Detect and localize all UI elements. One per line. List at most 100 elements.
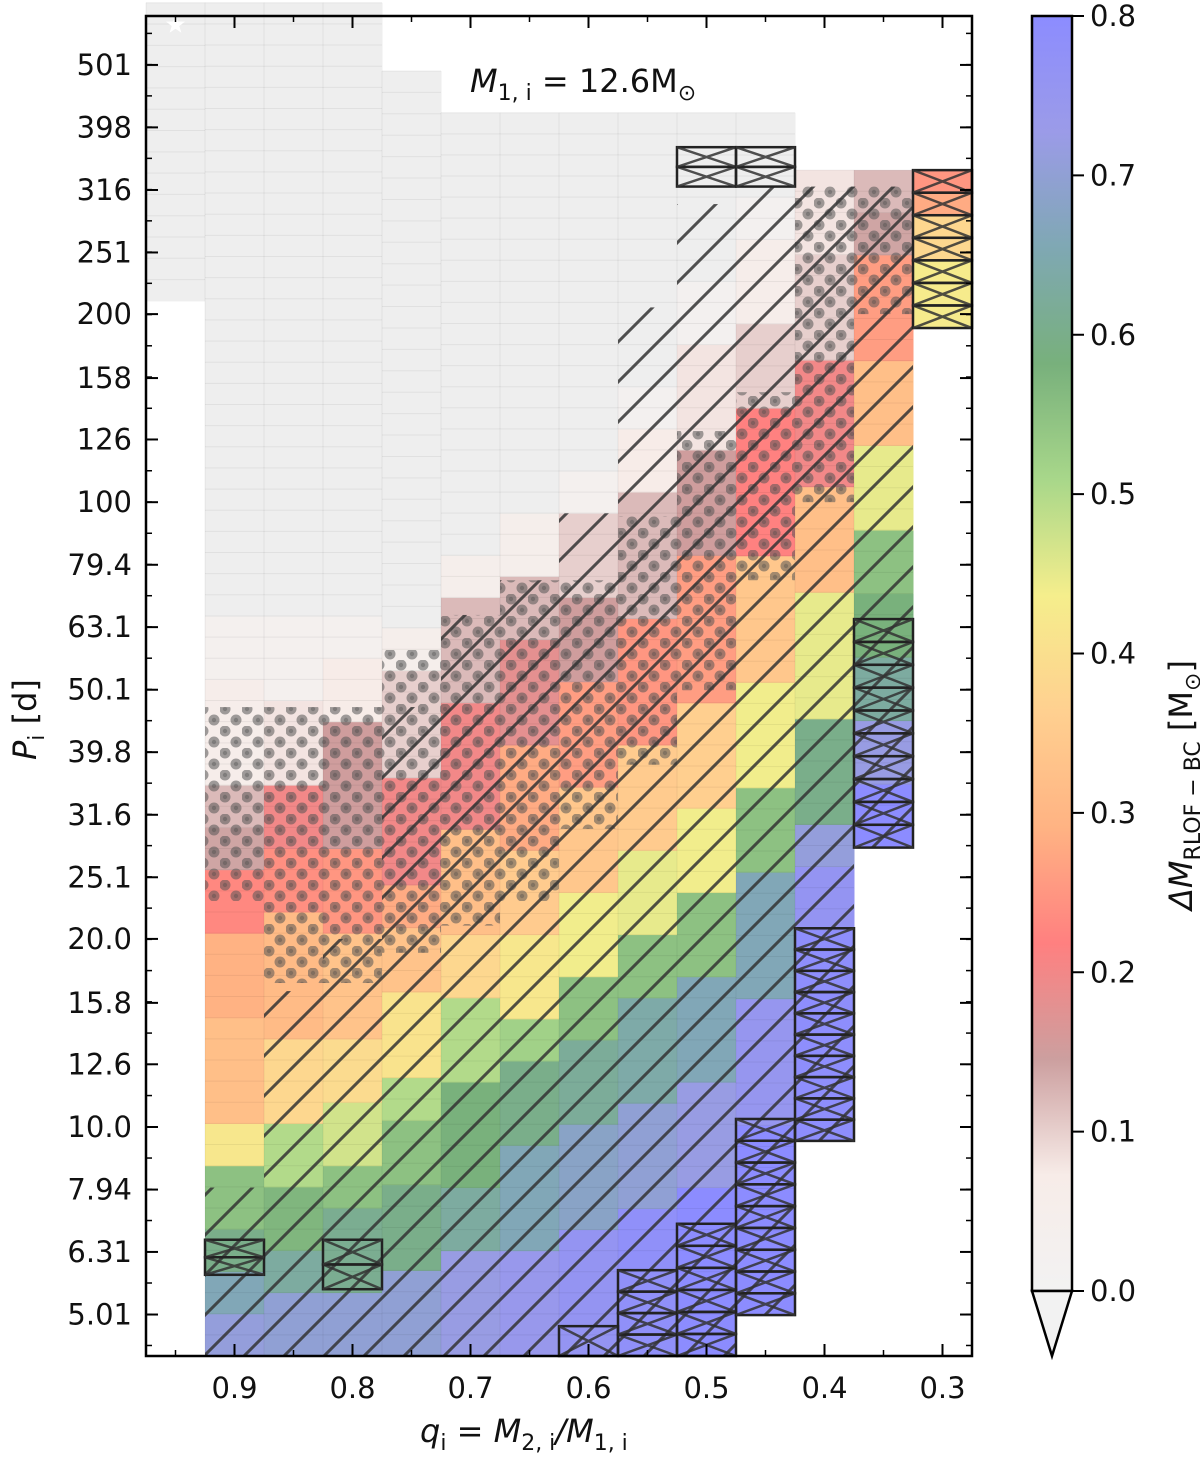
heatmap-cell	[264, 615, 324, 638]
heatmap-cell	[264, 87, 324, 109]
dotted-region	[205, 707, 264, 901]
heatmap-cell	[205, 45, 265, 67]
heatmap-cell	[854, 170, 914, 192]
crossed-cell-x	[853, 640, 914, 666]
heatmap-cell	[205, 383, 265, 406]
heatmap-cell	[146, 151, 206, 174]
heatmap-cell	[500, 197, 560, 219]
hatched-region	[323, 938, 382, 1356]
crossed-cell-x	[735, 1204, 796, 1230]
y-tick-label: 6.31	[67, 1235, 132, 1269]
crossed-cell-x	[912, 191, 973, 217]
heatmap-cell	[441, 492, 501, 514]
heatmap-cell	[382, 477, 442, 500]
heatmap-cell	[323, 637, 383, 659]
hatched-region	[264, 991, 323, 1356]
heatmap-cell	[264, 425, 324, 448]
heatmap-cell	[441, 260, 501, 282]
heatmap-cell	[500, 112, 560, 135]
heatmap-cell	[382, 627, 442, 650]
heatmap-cell	[264, 383, 324, 406]
x-tick-label: 0.4	[801, 1371, 847, 1405]
heatmap-cell	[559, 239, 619, 261]
heatmap-cell	[382, 392, 442, 415]
heatmap-cell	[205, 1102, 265, 1124]
heatmap-cell	[264, 531, 324, 554]
heatmap-cell	[382, 563, 442, 586]
heatmap-cell	[559, 344, 619, 367]
heatmap-cell	[146, 236, 206, 259]
heatmap-cell	[441, 218, 501, 240]
heatmap-cell	[146, 109, 206, 132]
colorbar-extend-triangle	[1030, 1289, 1074, 1361]
heatmap-cell	[205, 1123, 265, 1146]
colorbar-tick-label: 0.5	[1090, 477, 1136, 511]
y-axis-label: Pi [d]	[6, 679, 50, 760]
heatmap-cell	[146, 2, 206, 25]
heatmap-cell	[323, 150, 383, 173]
colorbar	[1030, 14, 1074, 1293]
heatmap-cell	[146, 45, 206, 68]
heatmap-cell	[618, 197, 678, 219]
heatmap-cell	[205, 911, 265, 934]
colorbar-tick-label: 0.7	[1090, 158, 1136, 192]
y-tick-label: 31.6	[67, 798, 132, 832]
y-tick-label: 200	[77, 297, 132, 331]
heatmap-cell	[146, 194, 206, 217]
colorbar-tick-label: 0.6	[1090, 318, 1136, 352]
heatmap-cell	[500, 281, 560, 303]
heatmap-cell	[264, 489, 324, 511]
heatmap-cell	[323, 214, 383, 236]
heatmap-cell	[500, 365, 560, 388]
crossed-cell-x	[735, 1292, 796, 1317]
y-tick-label: 79.4	[67, 548, 132, 582]
x-tick-label: 0.9	[211, 1371, 257, 1405]
heatmap-cell	[441, 197, 501, 219]
plot-frame	[144, 14, 974, 1358]
hatched-region	[736, 186, 795, 1316]
hatched-region	[500, 580, 559, 1356]
heatmap-cell	[382, 606, 442, 629]
heatmap-cell	[205, 171, 265, 194]
heatmap-cell	[264, 108, 324, 131]
heatmap-cell	[205, 404, 265, 427]
heatmap-cell	[205, 446, 265, 469]
heatmap-cell	[205, 298, 265, 321]
crossed-cell-x	[735, 1139, 796, 1164]
heatmap-cell	[264, 552, 324, 575]
crossed-cell	[852, 617, 915, 644]
heatmap-cell	[205, 1038, 265, 1061]
colorbar-tick-label: 0.0	[1090, 1274, 1136, 1308]
colorbar-tick-label: 0.2	[1090, 955, 1136, 989]
heatmap-cell	[264, 679, 324, 702]
heatmap-cell	[205, 66, 265, 88]
crossed-cell-x	[204, 1256, 265, 1276]
crossed-cell-x	[794, 1075, 855, 1100]
heatmap-cell	[205, 256, 265, 279]
y-tick-label: 100	[77, 485, 132, 519]
heatmap-cell	[323, 341, 383, 363]
heatmap-cell	[500, 407, 560, 430]
heatmap-cell	[323, 615, 383, 638]
heatmap-cell	[382, 113, 442, 136]
heatmap-cell	[205, 594, 265, 617]
heatmap-cell	[441, 386, 501, 409]
heatmap-cell	[264, 510, 324, 532]
crossed-cell-x	[853, 617, 914, 644]
heatmap-cell	[382, 156, 442, 179]
heatmap-cell	[323, 658, 383, 680]
heatmap-cell	[205, 1165, 265, 1188]
heatmap-cell	[146, 24, 206, 46]
y-tick-label: 63.1	[67, 610, 132, 644]
x-tick-label: 0.7	[447, 1371, 493, 1405]
heatmap-cell	[264, 256, 324, 279]
heatmap-cell	[323, 193, 383, 215]
heatmap-cell	[323, 679, 383, 702]
heatmap-cell	[382, 456, 442, 479]
heatmap-cell	[205, 129, 265, 152]
heatmap-cell	[441, 534, 501, 556]
heatmap-cell	[323, 446, 383, 469]
heatmap-cell	[500, 470, 560, 493]
heatmap-cell	[500, 428, 560, 451]
